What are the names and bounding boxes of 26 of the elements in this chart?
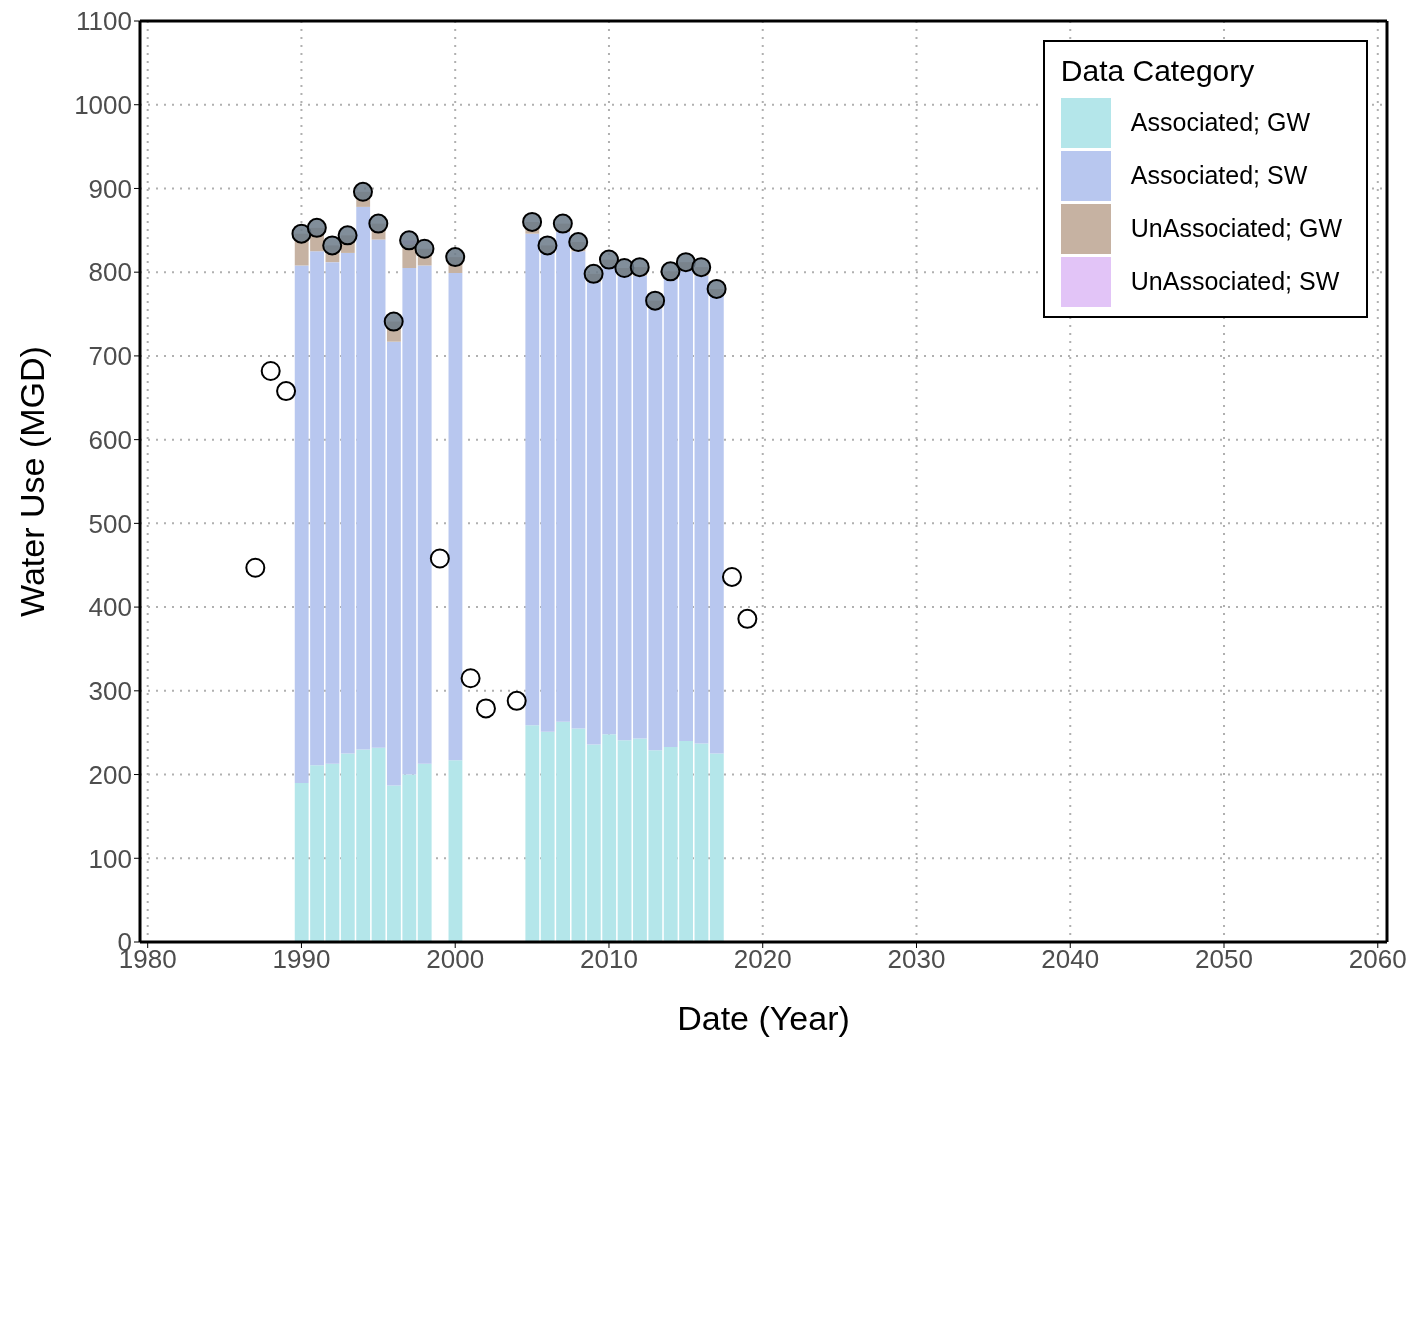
x-tick-label: 2050 bbox=[1195, 944, 1253, 975]
y-tick-label: 1000 bbox=[74, 89, 132, 120]
x-tick-label: 2020 bbox=[733, 944, 792, 975]
x-tick-label: 2060 bbox=[1348, 944, 1407, 975]
legend-label: Associated; GW bbox=[1130, 108, 1311, 137]
x-tick-label: 2000 bbox=[426, 944, 485, 975]
y-tick-label: 200 bbox=[88, 759, 132, 790]
x-tick-label: 2010 bbox=[580, 944, 638, 975]
y-tick-label: 500 bbox=[88, 508, 132, 539]
x-axis-title: Date (Year) bbox=[677, 999, 850, 1037]
y-axis-title: Water Use (MGD) bbox=[13, 346, 52, 617]
x-tick-label: 2040 bbox=[1041, 944, 1100, 975]
y-tick-label: 800 bbox=[88, 257, 132, 288]
legend-label: UnAssociated; SW bbox=[1130, 267, 1340, 296]
y-tick-label: 600 bbox=[88, 424, 132, 455]
y-tick-label: 900 bbox=[88, 173, 132, 204]
x-tick-label: 1990 bbox=[272, 944, 331, 975]
y-tick-label: 300 bbox=[88, 676, 132, 707]
x-tick-label: 2030 bbox=[887, 944, 946, 975]
legend-title: Data Category bbox=[1060, 54, 1256, 88]
y-tick-label: 400 bbox=[88, 592, 132, 623]
y-tick-label: 100 bbox=[88, 843, 132, 874]
y-tick-label: 700 bbox=[88, 341, 132, 372]
y-tick-label: 1100 bbox=[76, 6, 132, 37]
legend-label: Associated; SW bbox=[1130, 161, 1308, 190]
legend-label: UnAssociated; GW bbox=[1130, 214, 1342, 243]
